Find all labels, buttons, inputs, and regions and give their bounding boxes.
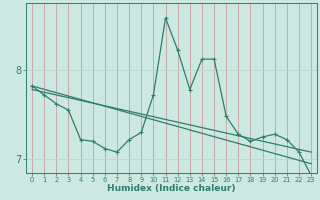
X-axis label: Humidex (Indice chaleur): Humidex (Indice chaleur) [107,184,236,193]
